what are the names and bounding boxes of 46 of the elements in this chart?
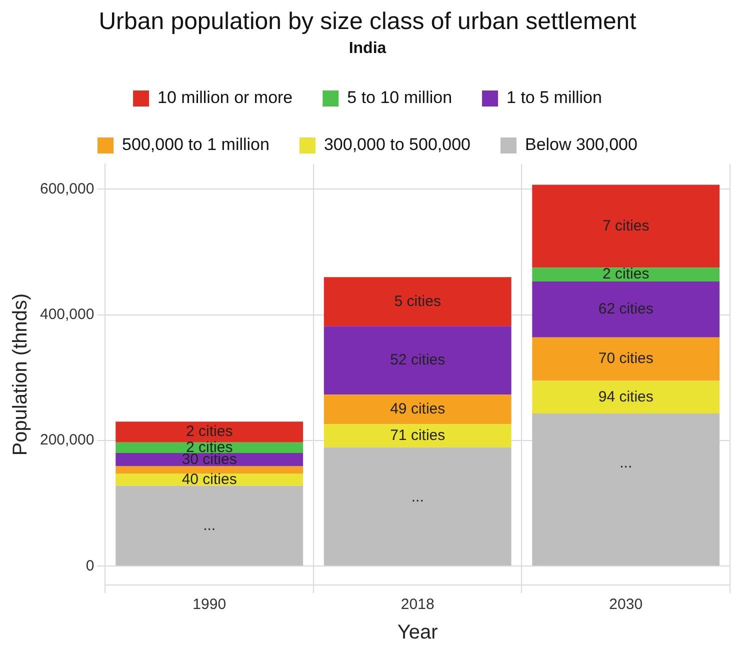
- bar: [532, 184, 720, 268]
- y-tick-label: 0: [86, 557, 94, 574]
- annotation: 2 cities: [186, 423, 233, 440]
- annotation: 2 cities: [602, 266, 650, 283]
- annotation: 5 cities: [394, 292, 441, 310]
- bar: [116, 466, 304, 474]
- bar: [324, 326, 512, 395]
- bar: [532, 413, 720, 566]
- legend-label: 500,000 to 1 million: [122, 135, 270, 154]
- annotation: 49 cities: [390, 400, 446, 418]
- bar: [532, 380, 720, 414]
- bar: [324, 447, 512, 566]
- bar: [532, 268, 720, 282]
- chart-title: Urban population by size class of urban settlement: [98, 8, 637, 36]
- annotation: ...: [411, 488, 424, 506]
- y-tick-label: 600,000: [40, 180, 94, 198]
- y-axis-title: Population (thnds): [10, 293, 32, 456]
- annotation: 62 cities: [598, 300, 654, 318]
- bar: [116, 422, 304, 442]
- bar: [324, 277, 512, 326]
- x-axis-title: Year: [397, 622, 438, 644]
- bar: [532, 282, 720, 338]
- annotation: 30 cities: [182, 450, 237, 468]
- annotation: 71 cities: [390, 426, 446, 444]
- legend-label: Below 300,000: [524, 135, 638, 154]
- bar: [324, 394, 512, 424]
- legend-label: 300,000 to 500,000: [324, 135, 470, 154]
- annotation: 52 cities: [390, 352, 446, 369]
- annotation: ...: [203, 516, 216, 534]
- x-tick-label: 2018: [400, 596, 434, 614]
- chart-subtitle: India: [348, 40, 386, 57]
- bar: [532, 337, 720, 381]
- y-tick-label: 200,000: [40, 432, 94, 449]
- annotation: 94 cities: [598, 388, 654, 406]
- legend-label: 10 million or more: [158, 88, 293, 108]
- annotation: 70 cities: [598, 350, 654, 368]
- annotation: 40 cities: [182, 470, 237, 488]
- annotation: ...: [620, 454, 632, 472]
- y-tick-label: 400,000: [40, 306, 94, 323]
- legend-label: 5 to 10 million: [347, 88, 452, 108]
- x-tick-label: 2030: [609, 596, 643, 614]
- legend-label: 1 to 5 million: [506, 88, 602, 108]
- x-tick-label: 1990: [192, 596, 226, 614]
- bar: [116, 486, 304, 566]
- annotation: 7 cities: [602, 217, 650, 234]
- bar: [324, 424, 512, 448]
